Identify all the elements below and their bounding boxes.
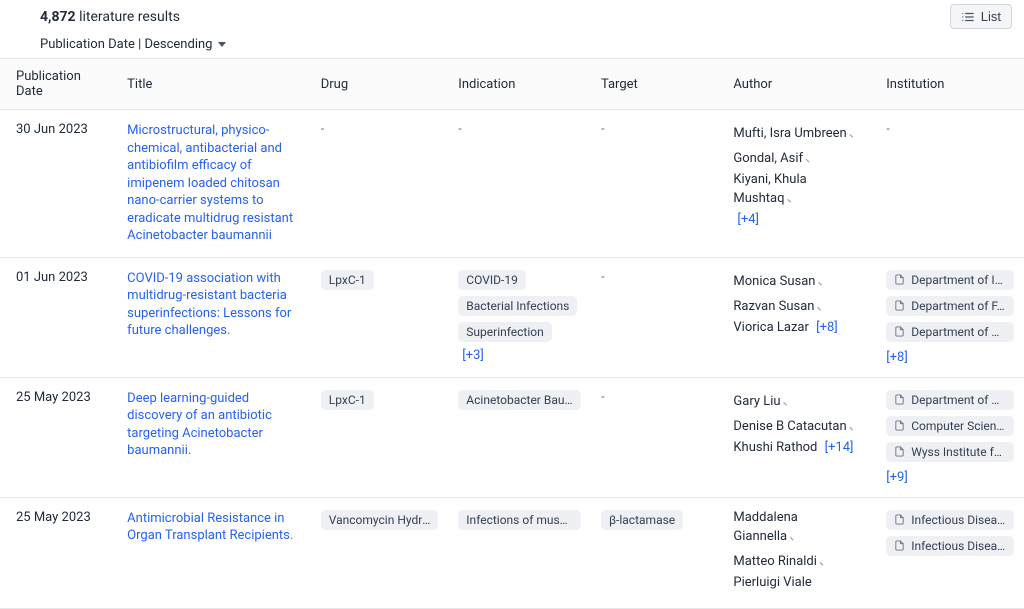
document-icon: [894, 273, 905, 286]
cell-indication: Acinetobacter Bau…: [448, 377, 591, 497]
cell-author: Mufti, Isra Umbreen、 Gondal, Asif、 Kiyani,…: [723, 110, 876, 258]
drug-pill[interactable]: LpxC-1: [321, 390, 374, 410]
col-header-institution[interactable]: Institution: [876, 59, 1024, 110]
col-header-target[interactable]: Target: [591, 59, 723, 110]
author-more-link[interactable]: [+4]: [737, 212, 759, 227]
table-row: 01 Jun 2023COVID-19 association with mul…: [0, 257, 1024, 377]
institution-pill[interactable]: Department of G…: [886, 322, 1014, 342]
cell-institution: Department of In… Department of F… Departm…: [876, 257, 1024, 377]
institution-pill[interactable]: Computer Scien…: [886, 416, 1014, 436]
cell-institution: -: [876, 110, 1024, 258]
cell-indication: -: [448, 110, 591, 258]
author-name: Mufti, Isra Umbreen、: [733, 122, 866, 141]
list-icon: [961, 10, 975, 24]
table-row: 25 May 2023 Antimicrobial Resistance in O…: [0, 497, 1024, 608]
target-pill[interactable]: β-lactamase: [601, 510, 683, 530]
document-icon: [894, 513, 905, 526]
list-view-button[interactable]: List: [950, 4, 1012, 29]
institution-more-link[interactable]: [+8]: [886, 350, 908, 365]
author-name: Razvan Susan、: [733, 295, 866, 314]
col-header-date[interactable]: Publication Date: [0, 59, 117, 110]
cell-indication: COVID-19 Bacterial Infections Superinfecti…: [448, 257, 591, 377]
author-name: Pierluigi Viale: [733, 575, 866, 590]
cell-drug: -: [311, 110, 449, 258]
institution-pill[interactable]: Infectious Diseas…: [886, 510, 1014, 530]
results-number: 4,872: [40, 9, 76, 25]
cell-date: 01 Jun 2023: [0, 257, 117, 377]
more-link[interactable]: [+3]: [462, 348, 484, 363]
author-name: Denise B Catacutan、: [733, 415, 866, 434]
cell-target: -: [591, 257, 723, 377]
cell-date: 25 May 2023: [0, 377, 117, 497]
cell-target: β-lactamase: [591, 497, 723, 608]
cell-target: -: [591, 110, 723, 258]
indication-pill[interactable]: Bacterial Infections: [458, 296, 577, 316]
sort-dropdown[interactable]: Publication Date | Descending: [40, 37, 226, 52]
cell-institution: Department of Bi… Computer Scien… Wyss Ins…: [876, 377, 1024, 497]
results-count: 4,872 literature results: [40, 9, 180, 25]
cell-drug: LpxC-1: [311, 377, 449, 497]
cell-drug: LpxC-1: [311, 257, 449, 377]
table-row: 25 May 2023Deep learning-guided discover…: [0, 377, 1024, 497]
cell-author: Gary Liu、 Denise B Catacutan、 Khushi Ratho…: [723, 377, 876, 497]
institution-pill[interactable]: Department of Bi…: [886, 390, 1014, 410]
institution-pill[interactable]: Infectious Diseas…: [886, 536, 1014, 556]
title-link[interactable]: Deep learning-guided discovery of an ant…: [127, 390, 301, 460]
cell-drug: Vancomycin Hydroc…: [311, 497, 449, 608]
cell-title: COVID-19 association with multidrug-resi…: [117, 257, 311, 377]
drug-pill[interactable]: LpxC-1: [321, 270, 374, 290]
document-icon: [894, 445, 905, 458]
col-header-title[interactable]: Title: [117, 59, 311, 110]
document-icon: [894, 393, 905, 406]
cell-institution: Infectious Diseas… Infectious Diseas…: [876, 497, 1024, 608]
author-name: Maddalena Giannella、: [733, 510, 866, 544]
results-header: 4,872 literature results List: [0, 0, 1024, 31]
list-button-label: List: [981, 9, 1001, 24]
cell-author: Monica Susan、 Razvan Susan、 Viorica Lazar …: [723, 257, 876, 377]
indication-pill[interactable]: Infections of muscu…: [458, 510, 581, 530]
col-header-indication[interactable]: Indication: [448, 59, 591, 110]
drug-pill[interactable]: Vancomycin Hydroc…: [321, 510, 439, 530]
document-icon: [894, 539, 905, 552]
cell-date: 30 Jun 2023: [0, 110, 117, 258]
sort-bar: Publication Date | Descending: [0, 31, 1024, 59]
cell-title: Antimicrobial Resistance in Organ Transp…: [117, 497, 311, 608]
title-link[interactable]: Microstructural, physico-chemical, antib…: [127, 122, 301, 245]
cell-indication: Infections of muscu…: [448, 497, 591, 608]
document-icon: [894, 325, 905, 338]
table-header-row: Publication Date Title Drug Indication T…: [0, 59, 1024, 110]
author-name: Matteo Rinaldi、: [733, 550, 866, 569]
indication-pill[interactable]: COVID-19: [458, 270, 526, 290]
author-name: Kiyani, Khula Mushtaq、: [733, 172, 866, 206]
cell-title: Microstructural, physico-chemical, antib…: [117, 110, 311, 258]
institution-pill[interactable]: Department of F…: [886, 296, 1014, 316]
sort-label-text: Publication Date | Descending: [40, 37, 212, 52]
caret-down-icon: [218, 42, 226, 47]
author-name: Gary Liu、: [733, 390, 866, 409]
literature-table: Publication Date Title Drug Indication T…: [0, 59, 1024, 609]
cell-author: Maddalena Giannella、 Matteo Rinaldi、 Pierl…: [723, 497, 876, 608]
author-more-link[interactable]: [+14]: [825, 440, 854, 455]
document-icon: [894, 299, 905, 312]
author-name: Viorica Lazar [+8]: [733, 320, 866, 335]
author-name: Gondal, Asif、: [733, 147, 866, 166]
results-label: literature results: [79, 9, 180, 25]
document-icon: [894, 419, 905, 432]
cell-title: Deep learning-guided discovery of an ant…: [117, 377, 311, 497]
title-link[interactable]: Antimicrobial Resistance in Organ Transp…: [127, 510, 301, 545]
institution-pill[interactable]: Wyss Institute fo…: [886, 442, 1014, 462]
author-more-link[interactable]: [+8]: [816, 320, 838, 335]
title-link[interactable]: COVID-19 association with multidrug-resi…: [127, 270, 301, 340]
table-row: 30 Jun 2023Microstructural, physico-chem…: [0, 110, 1024, 258]
author-name: Monica Susan、: [733, 270, 866, 289]
author-name: Khushi Rathod [+14]: [733, 440, 866, 455]
cell-date: 25 May 2023: [0, 497, 117, 608]
indication-pill[interactable]: Acinetobacter Bau…: [458, 390, 580, 410]
col-header-author[interactable]: Author: [723, 59, 876, 110]
col-header-drug[interactable]: Drug: [311, 59, 449, 110]
institution-pill[interactable]: Department of In…: [886, 270, 1014, 290]
indication-pill[interactable]: Superinfection: [458, 322, 551, 342]
cell-target: -: [591, 377, 723, 497]
institution-more-link[interactable]: [+9]: [886, 470, 908, 485]
